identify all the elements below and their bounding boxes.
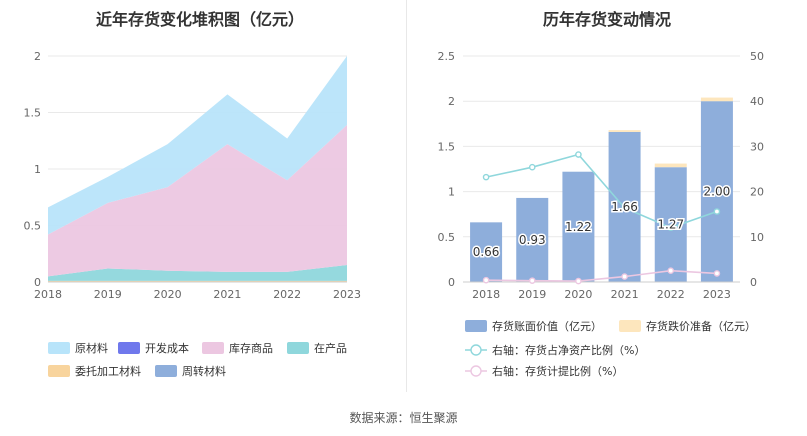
x-tick-label: 2020 — [154, 288, 182, 301]
line-point — [667, 224, 675, 232]
line-point — [528, 163, 536, 171]
legend-swatch — [465, 320, 487, 332]
legend-label: 右轴：存货计提比例（%） — [492, 364, 623, 378]
legend-marker — [470, 344, 482, 356]
y-left-tick-label: 1 — [448, 186, 455, 199]
bar-data-label: 2.00 — [704, 185, 731, 199]
bar-line-chart: 0 0.5 1 1.5 2 2.5 0 10 20 30 40 50 2018 2019 2020 2021 2… — [438, 50, 765, 378]
legend-label: 周转材料 — [182, 364, 226, 378]
right-chart-title: 历年存货变动情况 — [542, 10, 671, 29]
legend-label: 原材料 — [75, 341, 108, 355]
y-tick-label: 1.5 — [24, 107, 42, 120]
x-tick-label: 2021 — [213, 288, 241, 301]
x-tick-label: 2018 — [472, 288, 500, 301]
bar-inventory-value — [470, 222, 503, 282]
y-right-tick-label: 40 — [750, 95, 764, 108]
bar-inventory-value — [700, 101, 733, 282]
legend-label: 委托加工材料 — [75, 364, 141, 378]
y-right-tick-label: 50 — [750, 50, 764, 63]
x-tick-label: 2019 — [518, 288, 546, 301]
x-tick-label: 2019 — [94, 288, 122, 301]
bar-impairment-reserve — [654, 163, 687, 168]
legend-swatch — [619, 320, 641, 332]
x-tick-label: 2023 — [703, 288, 731, 301]
bar-impairment-reserve — [700, 97, 733, 102]
data-source: 数据来源：恒生聚源 — [349, 411, 458, 425]
bar-data-label: 0.66 — [473, 245, 500, 259]
y-right-tick-label: 10 — [750, 231, 764, 244]
x-tick-label: 2018 — [34, 288, 62, 301]
legend-swatch — [118, 342, 140, 354]
x-tick-label: 2021 — [611, 288, 639, 301]
y-tick-label: 0 — [34, 276, 41, 289]
bar-data-label: 0.93 — [519, 233, 546, 247]
line-series-1 — [486, 269, 717, 282]
y-left-tick-label: 2 — [448, 95, 455, 108]
area-库存商品 — [48, 124, 347, 277]
legend-label: 右轴：存货占净资产比例（%） — [492, 343, 645, 357]
x-tick-label: 2022 — [657, 288, 685, 301]
legend-marker — [470, 365, 482, 377]
x-tick-label: 2023 — [333, 288, 361, 301]
legend-swatch — [48, 365, 70, 377]
y-left-tick-label: 0 — [448, 276, 455, 289]
line-point — [528, 277, 536, 284]
y-right-tick-label: 20 — [750, 186, 764, 199]
y-left-tick-label: 1.5 — [438, 140, 456, 153]
bar-inventory-value — [562, 171, 595, 282]
y-tick-label: 2 — [34, 50, 41, 63]
legend-label: 在产品 — [314, 341, 347, 355]
left-chart-title: 近年存货变化堆积图（亿元） — [95, 10, 304, 29]
y-tick-label: 1 — [34, 163, 41, 176]
line-point — [713, 208, 721, 215]
legend-swatch — [155, 365, 177, 377]
legend-label: 存货跌价准备（亿元） — [646, 319, 756, 333]
line-point — [575, 277, 582, 285]
line-point — [482, 173, 490, 181]
line-point — [621, 273, 628, 280]
line-point — [667, 267, 675, 275]
bar-impairment-reserve — [608, 130, 641, 132]
bar-data-label: 1.27 — [657, 218, 684, 232]
y-tick-label: 0.5 — [24, 220, 42, 233]
legend-swatch — [202, 342, 224, 354]
area-原材料 — [48, 56, 347, 235]
legend-label: 库存商品 — [229, 341, 273, 355]
area-在产品 — [48, 265, 347, 281]
legend-label: 存货账面价值（亿元） — [492, 319, 602, 333]
stacked-area-chart: 0 0.5 1 1.5 2 2018 2019 2020 2021 2022 2023 原材料 开发成本… — [24, 50, 362, 378]
chart-divider — [406, 0, 407, 392]
x-tick-label: 2022 — [273, 288, 301, 301]
legend-swatch — [287, 342, 309, 354]
bar-inventory-value — [516, 197, 549, 282]
line-point — [482, 276, 490, 284]
y-left-tick-label: 2.5 — [438, 50, 456, 63]
line-series-0 — [485, 153, 718, 229]
bar-data-label: 1.22 — [565, 220, 592, 234]
y-right-tick-label: 30 — [750, 140, 764, 153]
legend-swatch — [48, 342, 70, 354]
line-point — [713, 270, 721, 277]
legend-label: 开发成本 — [145, 341, 189, 355]
y-right-tick-label: 0 — [750, 276, 757, 289]
x-tick-label: 2020 — [564, 288, 592, 301]
y-left-tick-label: 0.5 — [438, 231, 456, 244]
line-point — [621, 204, 628, 212]
line-point — [575, 151, 582, 158]
bar-data-label: 1.66 — [611, 200, 638, 214]
